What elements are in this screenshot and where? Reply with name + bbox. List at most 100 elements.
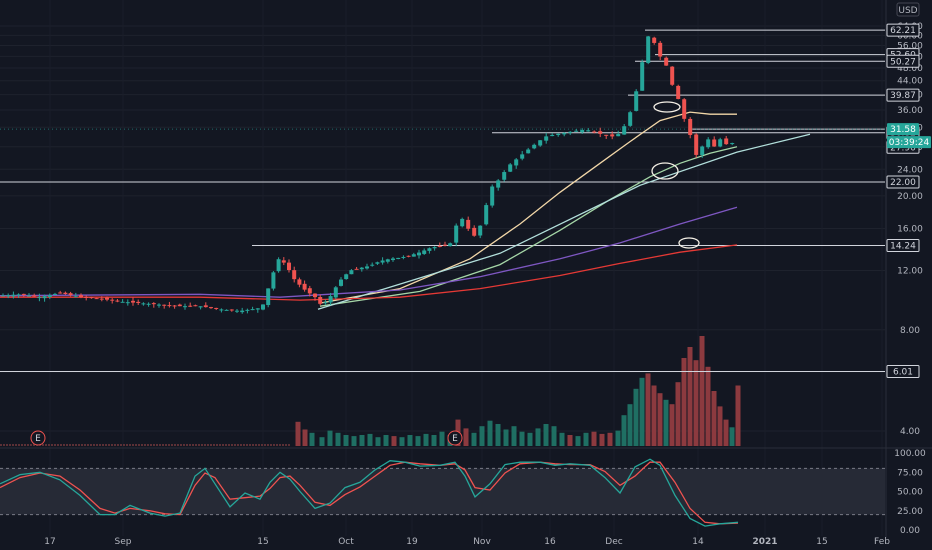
candle-body <box>610 134 615 137</box>
volume-bar <box>735 385 741 446</box>
price-tick-label: 12.00 <box>897 267 923 277</box>
volume-bar <box>615 430 621 446</box>
candle-body <box>580 129 585 133</box>
volume-bar <box>343 435 349 446</box>
price-tag-box <box>886 239 920 253</box>
candle-body <box>520 154 525 159</box>
candle-body <box>598 131 603 134</box>
candle-body <box>670 66 675 85</box>
price-tag-box <box>886 365 920 379</box>
volume-bar <box>723 419 729 446</box>
volume-bar <box>599 433 605 446</box>
volume-bar <box>675 382 681 446</box>
time-tick-label: Nov <box>473 537 491 547</box>
stochastic-band-fill <box>0 468 885 515</box>
candle-body <box>105 297 109 300</box>
time-tick-label: Oct <box>338 537 354 547</box>
candle-body <box>125 302 130 304</box>
volume-bar <box>495 424 501 446</box>
candle-body <box>712 139 717 147</box>
candle-body <box>193 305 198 307</box>
candle-body <box>370 264 375 266</box>
volume-bar <box>575 436 581 446</box>
volume-bar <box>479 426 485 446</box>
currency-badge[interactable]: USD <box>896 2 920 17</box>
volume-bar <box>681 358 687 446</box>
price-tick-label: 24.00 <box>897 165 923 175</box>
candle-body <box>271 272 276 289</box>
annotation-circle <box>653 101 681 113</box>
moving-average-line <box>319 111 737 304</box>
volume-bar <box>463 428 469 446</box>
volume-bar <box>621 415 627 446</box>
candle-body <box>344 274 349 280</box>
candle-body <box>151 303 156 305</box>
price-tag-label: 22.00 <box>890 178 916 188</box>
countdown-tag-box <box>887 136 931 149</box>
price-tag-box <box>886 88 920 102</box>
moving-average-line <box>0 206 738 298</box>
price-tick-label: 48.00 <box>897 64 923 74</box>
candle-body <box>502 172 507 180</box>
volume-bar <box>551 426 557 446</box>
candle-body <box>401 256 406 258</box>
time-tick-label: 17 <box>44 537 55 547</box>
candle-body <box>84 296 89 298</box>
price-tag-box <box>886 54 920 68</box>
candle-body <box>131 300 135 303</box>
earnings-marker-label: E <box>35 434 41 444</box>
volume-bar <box>439 431 445 446</box>
candle-body <box>688 118 693 135</box>
candle-body <box>99 298 104 300</box>
time-tick-label: 19 <box>406 537 418 547</box>
volume-bar <box>657 393 663 446</box>
candle-body <box>1 295 5 297</box>
time-tick-label: 2021 <box>752 537 777 547</box>
volume-bar <box>399 437 405 446</box>
price-tick-label: 56.00 <box>897 42 923 52</box>
candle-body <box>318 296 323 304</box>
candle-body <box>37 297 42 299</box>
volume-bar <box>295 421 301 446</box>
time-axis[interactable]: 17 Sep 15 Oct 19 Nov 16 Dec 14 2021 15 Feb <box>44 537 890 547</box>
volume-bar <box>693 360 699 446</box>
candle-body <box>73 296 78 298</box>
candle-body <box>586 130 591 132</box>
earnings-marker-circle[interactable] <box>30 430 46 446</box>
volume-bar <box>487 420 493 446</box>
price-tag-label: 39.87 <box>890 91 916 101</box>
candle-body <box>354 268 359 270</box>
candle-body <box>313 293 317 298</box>
stochastic-axis[interactable]: 0.00 25.00 50.00 75.00 100.00 <box>894 449 926 536</box>
moving-average-line <box>0 244 738 301</box>
volume-bar <box>583 432 589 446</box>
candle-body <box>417 252 421 256</box>
candle-body <box>391 258 395 261</box>
volume-bar <box>335 432 341 446</box>
candle-body <box>229 309 234 311</box>
stochastic-tick-label: 100.00 <box>894 449 926 459</box>
candle-body <box>6 295 11 297</box>
candle-body <box>562 132 567 135</box>
candle-body <box>172 305 177 307</box>
candle-body <box>359 267 364 270</box>
volume-bar <box>302 429 308 446</box>
candle-body <box>448 243 453 247</box>
candle-body <box>682 99 687 119</box>
volume-bar <box>669 404 675 446</box>
candle-body <box>198 306 203 308</box>
earnings-marker-circle[interactable] <box>447 430 463 446</box>
candle-body <box>574 130 579 132</box>
volume-bar <box>627 404 633 446</box>
volume-bar <box>633 388 639 446</box>
currency-label: USD <box>898 6 917 16</box>
candle-body <box>532 144 537 149</box>
candle-body <box>676 85 681 99</box>
candle-body <box>307 288 312 294</box>
currency-badge-box <box>896 2 920 17</box>
candle-body <box>94 298 99 300</box>
stochastic-lines <box>0 458 739 527</box>
